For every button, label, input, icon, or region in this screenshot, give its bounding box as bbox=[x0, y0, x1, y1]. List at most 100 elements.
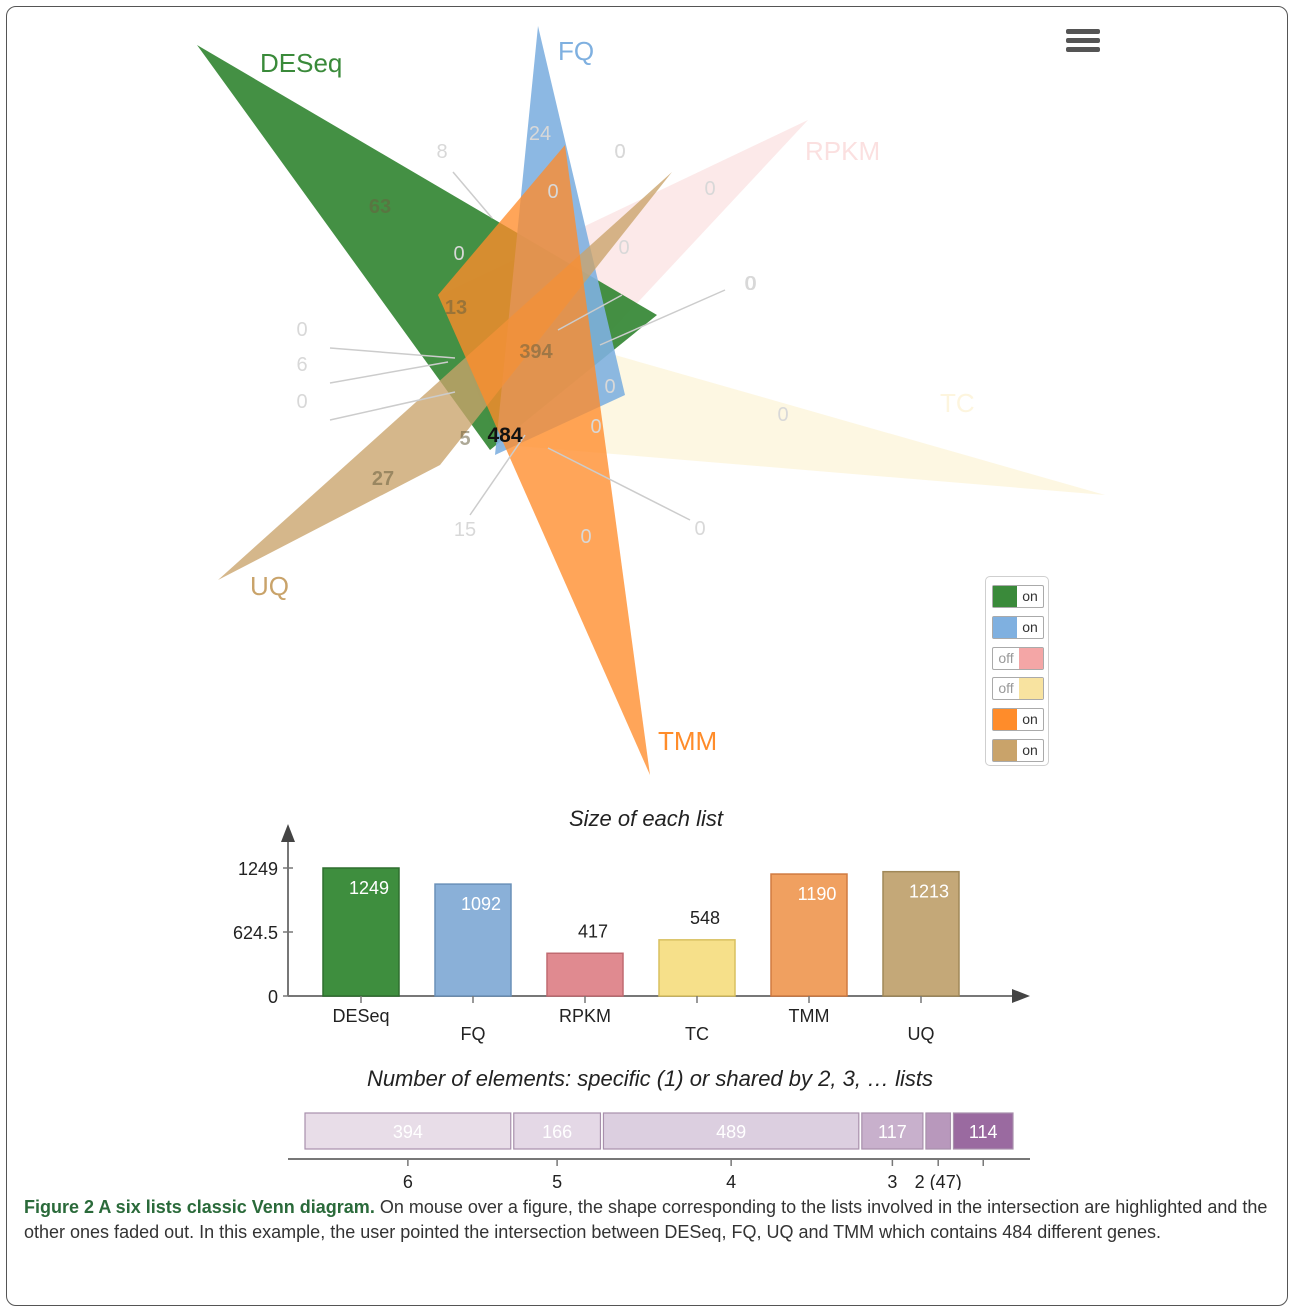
toggle-fq[interactable]: on bbox=[992, 615, 1044, 639]
venn-region-count[interactable]: 0 bbox=[296, 319, 307, 341]
caption-title: Figure 2 A six lists classic Venn diagra… bbox=[24, 1197, 375, 1217]
x-tick-label: UQ bbox=[908, 1024, 935, 1044]
venn-region-count[interactable]: 0 bbox=[590, 416, 601, 438]
venn-leader-line bbox=[329, 347, 456, 359]
x-tick-label: DESeq bbox=[332, 1006, 389, 1026]
toggle-deseq[interactable]: on bbox=[992, 585, 1044, 608]
venn-region-count[interactable]: 0 bbox=[547, 181, 558, 203]
bar-deseq[interactable] bbox=[322, 867, 400, 997]
bar-tmm[interactable] bbox=[770, 873, 848, 997]
venn-region-count[interactable]: 0 bbox=[745, 273, 756, 295]
toggle-state-label: on bbox=[1022, 711, 1038, 728]
venn-region-count[interactable]: 15 bbox=[454, 519, 476, 541]
bar-fq[interactable] bbox=[434, 883, 512, 997]
toggle-state-label: off bbox=[998, 649, 1014, 666]
toggle-swatch bbox=[993, 616, 1017, 638]
x-tick-label: TC bbox=[685, 1024, 709, 1044]
menu-icon[interactable] bbox=[1066, 29, 1100, 57]
venn-set-label: FQ bbox=[558, 36, 594, 66]
bar-value-label: 1092 bbox=[461, 894, 501, 914]
toggle-uq[interactable]: on bbox=[992, 739, 1044, 762]
venn-region-count[interactable]: 0 bbox=[580, 526, 591, 548]
toggle-tmm[interactable]: on bbox=[992, 708, 1044, 732]
toggle-rpkm[interactable]: off bbox=[992, 646, 1044, 670]
venn-leader-line bbox=[557, 294, 623, 331]
segment-tick-label: 6 bbox=[403, 1172, 413, 1190]
toggle-tc[interactable]: off bbox=[992, 677, 1044, 701]
y-tick-label: 624.5 bbox=[233, 923, 278, 943]
venn-leader-line bbox=[547, 447, 691, 521]
venn-region-count[interactable]: 0 bbox=[604, 376, 615, 398]
venn-leader-line bbox=[329, 361, 449, 384]
bar-value-label: 1213 bbox=[909, 882, 949, 902]
segment-shared-by-4[interactable] bbox=[602, 1112, 860, 1150]
venn-region-count[interactable]: 0 bbox=[453, 243, 464, 265]
venn-set-label: TMM bbox=[658, 726, 717, 756]
venn-shape-tmm[interactable] bbox=[438, 145, 650, 775]
segment-shared-by-2[interactable] bbox=[925, 1112, 952, 1150]
bar-value-label: 417 bbox=[578, 921, 608, 941]
venn-region-count[interactable]: 24 bbox=[529, 123, 551, 145]
x-tick-label: TMM bbox=[789, 1006, 830, 1026]
y-axis-arrow-icon bbox=[281, 824, 295, 842]
venn-region-count[interactable]: 0 bbox=[744, 273, 755, 295]
y-tick-label: 1249 bbox=[238, 859, 278, 879]
venn-region-count[interactable]: 0 bbox=[777, 404, 788, 426]
bar-chart-title: Size of each list bbox=[569, 806, 724, 831]
toggle-state-label: on bbox=[1022, 618, 1038, 635]
venn-region-count[interactable]: 0 bbox=[704, 178, 715, 200]
venn-region-count[interactable]: 6 bbox=[296, 354, 307, 376]
segment-shared-by-6[interactable] bbox=[304, 1112, 512, 1150]
list-size-chart: Size of each list 1249 624.5 0 1249 DESeq 1092… bbox=[233, 806, 1030, 1044]
venn-diagram: DESeq FQRPKMTCTMMUQ8240006300013060039400… bbox=[197, 26, 1105, 1190]
venn-leader-line bbox=[452, 171, 493, 219]
shared-elements-chart: Number of elements: specific (1) or shar… bbox=[288, 1066, 1030, 1190]
stacked-chart-title: Number of elements: specific (1) or shar… bbox=[367, 1066, 933, 1091]
venn-region-count[interactable]: 0 bbox=[614, 141, 625, 163]
venn-set-label: RPKM bbox=[805, 136, 880, 166]
caption-text: On mouse over a figure, the shape corres… bbox=[24, 1197, 1268, 1242]
venn-region-count[interactable]: 0 bbox=[694, 518, 705, 540]
segment-shared-by-1[interactable] bbox=[952, 1112, 1014, 1150]
venn-leader-line bbox=[599, 289, 726, 346]
venn-region-count[interactable]: 394 bbox=[519, 341, 553, 363]
segment-value-label: 166 bbox=[542, 1122, 572, 1142]
segment-shared-by-3[interactable] bbox=[861, 1112, 924, 1150]
bar-value-label: 1249 bbox=[349, 878, 389, 898]
toggle-swatch bbox=[1019, 678, 1043, 700]
segment-tick-label: 4 bbox=[726, 1172, 736, 1190]
toggle-swatch bbox=[993, 586, 1017, 607]
venn-highlight-count[interactable]: 484 bbox=[487, 424, 522, 447]
toggle-state-label: off bbox=[998, 680, 1014, 697]
segment-tick-label: 5 bbox=[552, 1172, 562, 1190]
venn-region-count[interactable]: 0 bbox=[618, 237, 629, 259]
bar-tc[interactable] bbox=[658, 939, 736, 997]
bar-rpkm[interactable] bbox=[546, 952, 624, 997]
venn-set-label: UQ bbox=[250, 571, 289, 601]
y-tick-label: 0 bbox=[268, 987, 278, 1007]
segment-value-label: 114 bbox=[969, 1122, 998, 1142]
toggle-swatch bbox=[1019, 647, 1043, 669]
segment-value-label: 489 bbox=[716, 1122, 746, 1142]
toggle-state-label: on bbox=[1022, 742, 1038, 758]
x-axis-arrow-icon bbox=[1012, 989, 1030, 1003]
x-tick-label: FQ bbox=[461, 1024, 486, 1044]
venn-region-count[interactable]: 13 bbox=[445, 297, 467, 319]
segment-tick-label: 3 bbox=[887, 1172, 897, 1190]
venn-region-count[interactable]: 27 bbox=[372, 468, 394, 490]
figure-caption: Figure 2 A six lists classic Venn diagra… bbox=[24, 1195, 1274, 1245]
venn-region-count[interactable]: 8 bbox=[436, 141, 447, 163]
venn-region-count[interactable]: 0 bbox=[614, 141, 625, 163]
venn-region-count[interactable]: 0 bbox=[296, 391, 307, 413]
segment-shared-by-5[interactable] bbox=[513, 1112, 602, 1150]
segment-value-label: 394 bbox=[393, 1122, 423, 1142]
toggle-swatch bbox=[993, 709, 1017, 731]
bar-value-label: 1190 bbox=[798, 884, 837, 904]
venn-set-label: DESeq bbox=[260, 48, 342, 78]
venn-set-label: TC bbox=[940, 388, 975, 418]
venn-region-count[interactable]: 63 bbox=[369, 196, 391, 218]
venn-leader-line bbox=[329, 391, 456, 421]
venn-region-count[interactable]: 5 bbox=[459, 428, 470, 450]
toggle-state-label: on bbox=[1022, 588, 1038, 604]
segment-tick-label: 2 (47) bbox=[915, 1172, 962, 1190]
